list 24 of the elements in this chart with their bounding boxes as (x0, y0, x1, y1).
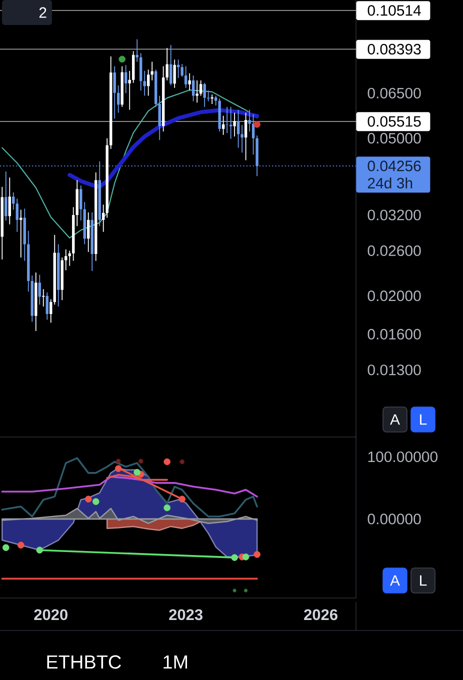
y-tick-label: 0.01300 (368, 364, 421, 376)
y-tick-label: 0.00000 (368, 514, 421, 524)
x-tick-label: 2023 (169, 609, 202, 620)
y-tick-label: 0.03200 (368, 210, 421, 220)
text: ETHBTC (47, 655, 121, 669)
x-tick-label: 2026 (304, 609, 338, 620)
y-tick-label: 0.06500 (368, 88, 421, 98)
y-tick-label: 0.02600 (368, 245, 421, 256)
ref-line-label: 0.04256 (368, 160, 421, 172)
text: A (390, 575, 400, 586)
y-tick-label: 0.05000 (368, 132, 421, 144)
x-tick-label: 2020 (34, 609, 68, 620)
text: L (420, 575, 427, 586)
ref-line-label: 0.08393 (368, 44, 421, 54)
text: 24d 3h (368, 177, 412, 188)
text: 1M (164, 655, 188, 669)
text: A (390, 414, 400, 425)
text: L (420, 414, 427, 425)
ref-line-label: 0.05515 (368, 116, 421, 127)
y-tick-label: 0.02000 (368, 290, 421, 302)
y-tick-label: 0.01600 (368, 328, 421, 340)
annotation: 2 (39, 7, 46, 18)
y-tick-label: 100.00000 (368, 451, 438, 462)
ref-line-label: 0.10514 (368, 5, 421, 16)
